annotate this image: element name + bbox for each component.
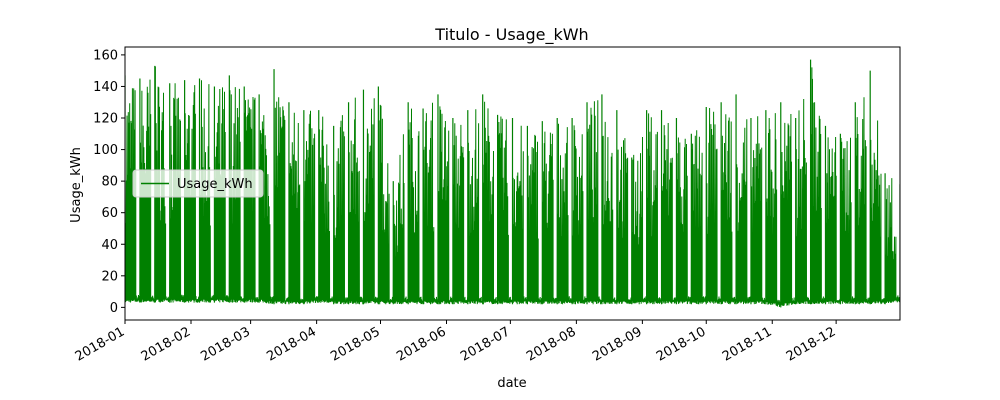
x-tick-label: 2018-06	[394, 324, 449, 364]
x-tick-label: 2018-05	[328, 324, 383, 364]
legend-box	[132, 169, 264, 198]
x-tick-label: 2018-01	[73, 324, 128, 364]
y-tick-label: 160	[93, 48, 118, 63]
x-tick-label: 2018-08	[524, 324, 579, 364]
y-tick-label: 120	[93, 112, 118, 127]
x-tick-label: 2018-12	[784, 324, 839, 364]
legend-label: Usage_kWh	[177, 177, 253, 192]
y-tick-label: 40	[101, 238, 118, 253]
plot-area	[125, 59, 900, 308]
series-0	[125, 59, 900, 308]
x-tick-label: 2018-07	[458, 324, 513, 364]
legend: Usage_kWh	[132, 169, 264, 198]
x-tick-label: 2018-11	[720, 324, 775, 364]
x-tick-label: 2018-02	[139, 324, 194, 364]
plot-frame	[124, 46, 901, 321]
x-axis-title: date	[497, 376, 526, 391]
y-tick-label: 80	[101, 175, 118, 190]
y-tick-label: 60	[101, 206, 118, 221]
y-tick-label: 0	[110, 301, 118, 316]
y-tick-label: 140	[93, 80, 118, 95]
x-tick-label: 2018-10	[654, 324, 709, 364]
chart-title: Titulo - Usage_kWh	[434, 25, 588, 45]
y-tick-label: 100	[93, 143, 118, 158]
x-tick-label: 2018-09	[590, 324, 645, 364]
x-tick-label: 2018-04	[264, 324, 319, 364]
y-tick-label: 20	[101, 269, 118, 284]
y-axis-title: Usage_kWh	[69, 147, 84, 223]
x-tick-label: 2018-03	[198, 324, 253, 364]
